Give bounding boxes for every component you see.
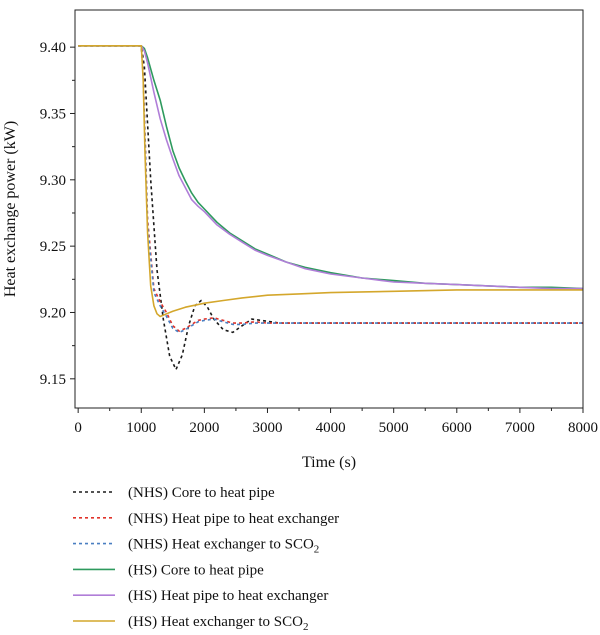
x-tick-label: 3000 xyxy=(252,420,282,436)
legend-label: (NHS) Heat pipe to heat exchanger xyxy=(128,511,339,527)
x-tick-label: 1000 xyxy=(126,420,156,436)
legend-entry-5: (HS) Heat pipe to heat exchanger xyxy=(128,588,328,604)
x-tick-label: 0 xyxy=(74,420,82,436)
legend-entry-3: (NHS) Heat exchanger to SCO2 xyxy=(128,537,319,556)
x-tick-label: 2000 xyxy=(189,420,219,436)
legend-label: (NHS) Heat exchanger to SCO xyxy=(128,537,314,553)
y-axis-label: Heat exchange power (kW) xyxy=(2,121,19,297)
x-tick-label: 4000 xyxy=(316,420,346,436)
y-tick-label: 9.20 xyxy=(40,305,66,321)
series-line-6 xyxy=(78,44,583,318)
x-axis-label: Time (s) xyxy=(302,454,356,471)
axis-ticks: 0 1000 2000 3000 4000 5000 6000 7000 8000 9.15 9.2… xyxy=(40,40,598,436)
plot-series xyxy=(78,44,584,371)
legend: (NHS) Core to heat pipe (NHS) Heat pipe t… xyxy=(73,485,339,633)
legend-label: (HS) Core to heat pipe xyxy=(128,562,264,578)
series-line-3 xyxy=(78,44,583,334)
y-tick-label: 9.15 xyxy=(40,372,66,388)
x-tick-label: 6000 xyxy=(442,420,472,436)
legend-entry-1: (NHS) Core to heat pipe xyxy=(128,485,275,501)
legend-label: (HS) Heat pipe to heat exchanger xyxy=(128,588,328,604)
legend-label: (NHS) Core to heat pipe xyxy=(128,485,275,501)
legend-entry-2: (NHS) Heat pipe to heat exchanger xyxy=(128,511,339,527)
series-line-4 xyxy=(78,44,584,290)
x-tick-label: 5000 xyxy=(379,420,409,436)
y-tick-label: 9.35 xyxy=(40,106,66,122)
series-line-5 xyxy=(78,44,583,290)
legend-label: (HS) Heat exchanger to SCO xyxy=(128,614,303,630)
y-tick-label: 9.25 xyxy=(40,239,66,255)
plot-frame xyxy=(74,9,584,409)
legend-subscript: 2 xyxy=(303,621,309,633)
legend-entry-6: (HS) Heat exchanger to SCO2 xyxy=(128,614,308,633)
y-tick-label: 9.40 xyxy=(40,40,66,56)
legend-subscript: 2 xyxy=(314,544,320,556)
x-tick-label: 7000 xyxy=(505,420,535,436)
y-tick-label: 9.30 xyxy=(40,173,66,189)
x-tick-label: 8000 xyxy=(568,420,598,436)
legend-entry-4: (HS) Core to heat pipe xyxy=(128,562,264,578)
